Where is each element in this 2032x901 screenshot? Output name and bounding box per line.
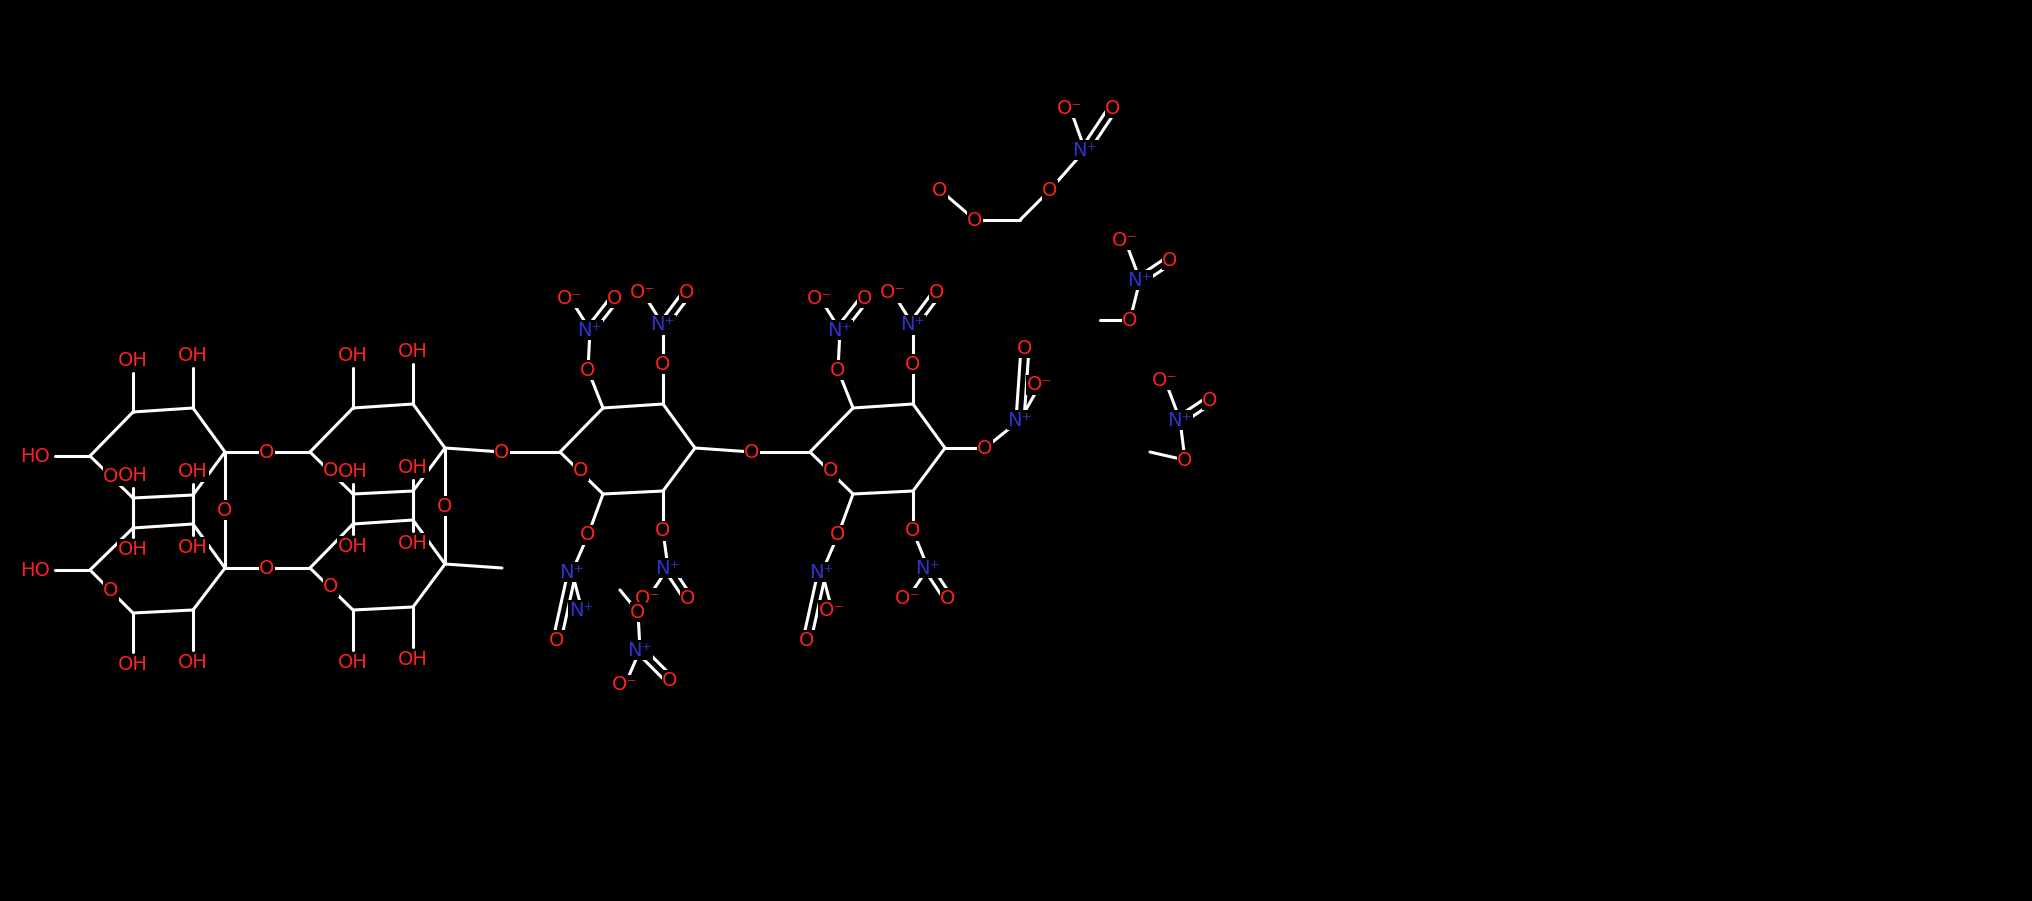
- Text: O: O: [829, 525, 845, 544]
- Text: N⁺: N⁺: [1008, 411, 1032, 430]
- Text: O⁻: O⁻: [569, 600, 595, 620]
- Text: N⁺: N⁺: [900, 315, 925, 334]
- Text: N⁺: N⁺: [827, 321, 851, 340]
- Text: OH: OH: [179, 653, 207, 672]
- Text: OH: OH: [118, 351, 148, 370]
- Text: N⁺: N⁺: [628, 641, 652, 660]
- Text: O: O: [1162, 250, 1177, 269]
- Text: O⁻: O⁻: [880, 284, 906, 303]
- Text: OH: OH: [398, 458, 427, 477]
- Text: O: O: [608, 288, 622, 307]
- Text: HO: HO: [20, 447, 51, 466]
- Text: N⁺: N⁺: [577, 321, 601, 340]
- Text: OH: OH: [337, 462, 368, 481]
- Text: N⁺: N⁺: [569, 600, 593, 620]
- Text: O: O: [858, 288, 872, 307]
- Text: OH: OH: [398, 534, 427, 553]
- Text: O: O: [260, 559, 274, 578]
- Text: OH: OH: [337, 653, 368, 672]
- Text: N⁺: N⁺: [1166, 411, 1193, 430]
- Text: O: O: [904, 522, 920, 541]
- Text: OH: OH: [337, 537, 368, 556]
- Text: N⁺: N⁺: [654, 559, 681, 578]
- Text: O⁻: O⁻: [612, 676, 638, 695]
- Text: O: O: [1105, 98, 1120, 117]
- Text: O: O: [260, 442, 274, 461]
- Text: OH: OH: [337, 346, 368, 365]
- Text: N⁺: N⁺: [809, 562, 833, 581]
- Text: N⁺: N⁺: [650, 315, 675, 334]
- Text: O⁻: O⁻: [1112, 231, 1138, 250]
- Text: O: O: [1201, 390, 1217, 409]
- Text: O: O: [679, 284, 695, 303]
- Text: OH: OH: [118, 466, 148, 485]
- Text: O: O: [929, 284, 945, 303]
- Text: O: O: [967, 211, 981, 230]
- Text: O: O: [104, 467, 118, 486]
- Text: OH: OH: [179, 462, 207, 481]
- Text: O⁻: O⁻: [807, 288, 833, 307]
- Text: O⁻: O⁻: [1057, 98, 1083, 117]
- Text: O: O: [494, 442, 510, 461]
- Text: O: O: [1177, 450, 1193, 469]
- Text: O⁻: O⁻: [557, 288, 583, 307]
- Text: OH: OH: [118, 540, 148, 559]
- Text: O: O: [630, 603, 646, 622]
- Text: O⁻: O⁻: [1152, 370, 1177, 389]
- Text: HO: HO: [20, 560, 51, 579]
- Text: O: O: [941, 588, 955, 607]
- Text: OH: OH: [179, 346, 207, 365]
- Text: O: O: [662, 670, 677, 689]
- Text: O: O: [799, 631, 815, 650]
- Text: O: O: [1122, 311, 1138, 330]
- Text: O⁻: O⁻: [1026, 376, 1053, 395]
- Text: O: O: [744, 442, 760, 461]
- Text: OH: OH: [118, 655, 148, 674]
- Text: N⁺: N⁺: [1073, 141, 1097, 159]
- Text: O: O: [573, 461, 589, 480]
- Text: O: O: [823, 461, 839, 480]
- Text: O: O: [654, 522, 671, 541]
- Text: O: O: [217, 500, 232, 520]
- Text: O: O: [549, 631, 565, 650]
- Text: OH: OH: [398, 650, 427, 669]
- Text: N⁺: N⁺: [559, 562, 583, 581]
- Text: O: O: [681, 588, 695, 607]
- Text: N⁺: N⁺: [1128, 270, 1152, 289]
- Text: O: O: [1016, 339, 1032, 358]
- Text: O: O: [977, 439, 992, 458]
- Text: OH: OH: [398, 342, 427, 361]
- Text: O: O: [104, 581, 118, 600]
- Text: O⁻: O⁻: [819, 600, 845, 620]
- Text: O⁻: O⁻: [630, 284, 656, 303]
- Text: O: O: [323, 578, 339, 596]
- Text: O: O: [579, 360, 595, 379]
- Text: O⁻: O⁻: [634, 588, 660, 607]
- Text: O: O: [829, 360, 845, 379]
- Text: O: O: [323, 461, 339, 480]
- Text: O: O: [579, 525, 595, 544]
- Text: O: O: [1042, 180, 1057, 199]
- Text: O: O: [904, 354, 920, 374]
- Text: N⁺: N⁺: [914, 559, 941, 578]
- Text: OH: OH: [179, 538, 207, 557]
- Text: O: O: [654, 354, 671, 374]
- Text: O⁻: O⁻: [894, 588, 920, 607]
- Text: O: O: [437, 496, 453, 515]
- Text: O: O: [933, 180, 947, 199]
